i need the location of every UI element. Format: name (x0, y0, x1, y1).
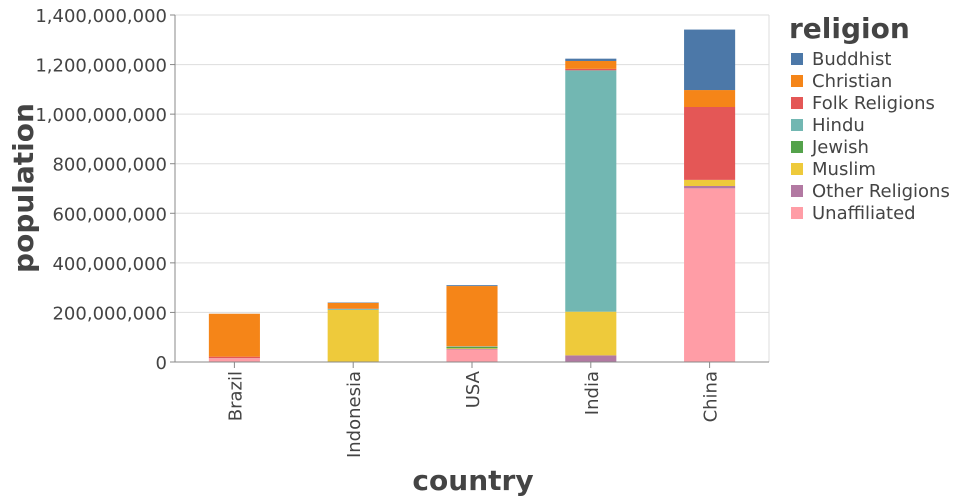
bar-segment-china-christian (684, 90, 736, 108)
bar-segment-usa-muslim (446, 348, 498, 349)
bar-segment-china-muslim (684, 179, 736, 186)
bar-segment-india-muslim (565, 311, 617, 356)
bar-segment-china-buddhist (684, 29, 736, 91)
legend-swatch (791, 75, 803, 87)
bar-segment-india-christian (565, 60, 617, 69)
x-tick-label: Brazil (225, 371, 246, 421)
bar-segment-usa-christian (446, 286, 498, 347)
legend-label: Hindu (812, 115, 865, 136)
y-tick-label: 1,400,000,000 (35, 6, 167, 27)
bar-segment-china-folk-religions (684, 107, 736, 180)
legend-swatch (791, 163, 803, 175)
x-tick-label: India (582, 371, 603, 415)
bar-segment-india-other-religions (565, 355, 617, 362)
y-tick-label: 1,200,000,000 (35, 56, 167, 77)
y-tick-label: 1,000,000,000 (35, 105, 167, 126)
gridlines (175, 14, 770, 363)
y-tick-label: 600,000,000 (52, 204, 167, 225)
bars (208, 29, 736, 362)
bar-segment-brazil-unaffiliated (208, 358, 260, 362)
bar-segment-usa-jewish (446, 346, 498, 349)
y-tick-label: 400,000,000 (52, 254, 167, 275)
legend-swatch (791, 141, 803, 153)
bar-segment-indonesia-muslim (327, 309, 379, 362)
legend-swatch (791, 119, 803, 131)
bar-segment-india-folk-religions (565, 68, 617, 71)
y-tick-label: 0 (156, 353, 167, 374)
legend-swatch (791, 207, 803, 219)
legend-swatch (791, 53, 803, 65)
bar-segment-indonesia-hindu (327, 308, 379, 310)
legend-label: Jewish (811, 137, 869, 158)
legend-title: religion (789, 12, 910, 45)
legend-swatch (791, 97, 803, 109)
bar-segment-brazil-folk-religions (208, 356, 260, 359)
x-tick-label: Indonesia (344, 371, 365, 458)
y-axis-title: population (7, 103, 40, 273)
y-tick-label: 800,000,000 (52, 155, 167, 176)
bar-segment-china-unaffiliated (684, 188, 736, 362)
axes: 0 200,000,000 400,000,000 600,000,000 800,00… (35, 6, 769, 458)
bar-segment-usa-unaffiliated (446, 349, 498, 362)
x-axis-title: country (412, 464, 533, 497)
x-tick-label: China (701, 371, 722, 422)
legend-label: Christian (812, 71, 892, 92)
bar-segment-brazil-christian (208, 313, 260, 357)
legend-label: Other Religions (812, 181, 950, 202)
bar-segment-china-other-religions (684, 185, 736, 189)
legend-label: Muslim (812, 159, 876, 180)
legend-label: Buddhist (812, 49, 891, 70)
legend-label: Unaffiliated (812, 203, 916, 224)
bar-segment-india-buddhist (565, 58, 617, 61)
bar-segment-indonesia-christian (327, 302, 379, 309)
legend-swatch (791, 185, 803, 197)
x-tick-label: USA (463, 370, 484, 408)
legend-label: Folk Religions (812, 93, 935, 114)
y-tick-label: 200,000,000 (52, 303, 167, 324)
bar-segment-india-hindu (565, 70, 617, 312)
bar-segment-usa-buddhist (446, 285, 498, 287)
